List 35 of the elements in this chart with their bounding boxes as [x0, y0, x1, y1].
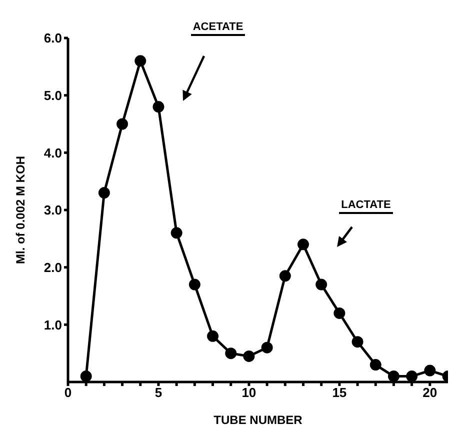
point — [424, 364, 436, 376]
annotation: LACTATE — [341, 199, 391, 211]
point — [243, 350, 255, 362]
point — [316, 278, 328, 290]
point — [297, 238, 309, 250]
x-axis-title: TUBE NUMBER — [214, 413, 303, 427]
point — [98, 187, 110, 199]
y-tick-label: 3.0 — [44, 202, 62, 218]
point — [388, 370, 400, 382]
x-tick-label: 0 — [64, 385, 72, 400]
y-tick-label: 1.0 — [44, 317, 62, 332]
x-tick-label: 5 — [154, 385, 162, 400]
point — [370, 359, 382, 371]
y-tick-label: 4.0 — [44, 145, 62, 160]
point — [279, 270, 291, 282]
point — [80, 370, 92, 382]
point — [152, 101, 164, 113]
point — [225, 348, 237, 360]
y-tick-label: 5.0 — [44, 88, 62, 103]
point — [134, 55, 146, 67]
point — [406, 370, 418, 382]
y-axis-title: Ml. of 0.002 M KOH — [13, 156, 28, 264]
point — [261, 342, 273, 354]
x-tick-label: 10 — [242, 385, 256, 400]
point — [352, 336, 364, 348]
x-tick-label: 20 — [422, 385, 438, 400]
x-tick-label: 15 — [332, 385, 347, 400]
y-tick-label: 2.0 — [44, 260, 62, 275]
point — [207, 330, 219, 342]
point — [188, 278, 200, 290]
text: ACETATE — [192, 21, 244, 33]
point — [170, 227, 182, 239]
y-tick-label: 6.0 — [44, 30, 62, 46]
point — [334, 307, 346, 319]
point — [116, 118, 128, 130]
